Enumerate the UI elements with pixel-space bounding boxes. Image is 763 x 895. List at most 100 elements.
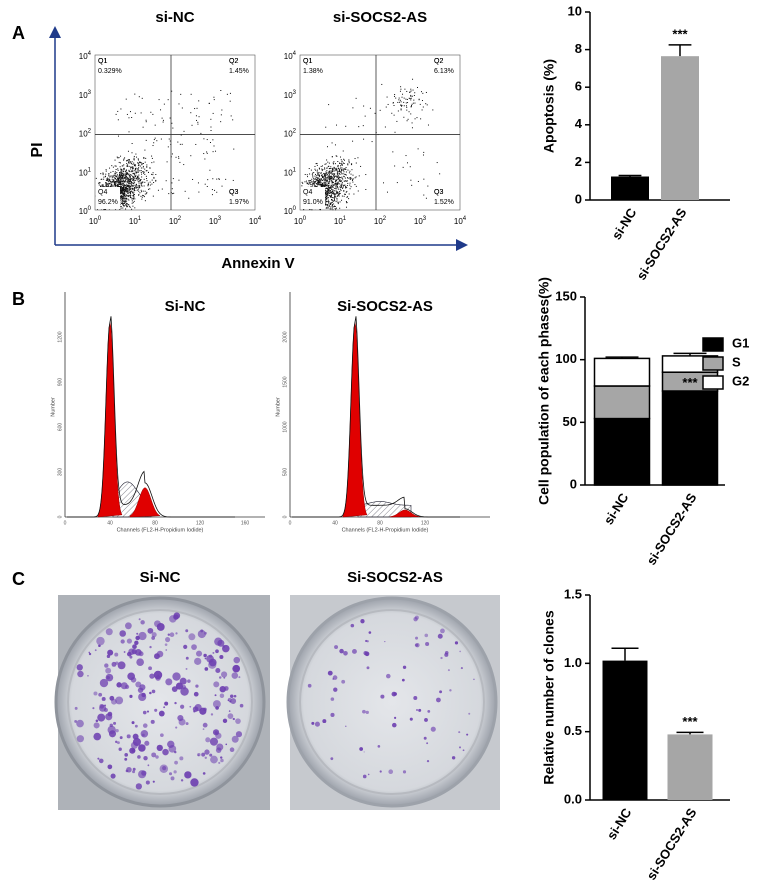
flow-dot bbox=[109, 183, 110, 184]
colony bbox=[209, 754, 212, 757]
colony bbox=[154, 709, 157, 712]
colony bbox=[205, 737, 210, 742]
flow-dot bbox=[311, 179, 312, 180]
flow-dot bbox=[168, 146, 169, 147]
flow-dot bbox=[325, 204, 326, 205]
flow-dot bbox=[100, 173, 101, 174]
flow-dot bbox=[350, 188, 351, 189]
flow-dot bbox=[146, 193, 147, 194]
hist-x-tick: 0 bbox=[64, 520, 67, 526]
flow-dot bbox=[326, 201, 327, 202]
flow-dot bbox=[407, 99, 408, 100]
flow-dot bbox=[340, 187, 341, 188]
flow-dot bbox=[340, 168, 341, 169]
flow-dot bbox=[347, 177, 348, 178]
flow-dot bbox=[337, 199, 338, 200]
quadrant-value: 91.0% bbox=[303, 199, 323, 206]
colony bbox=[386, 674, 391, 679]
flow-dot bbox=[310, 184, 311, 185]
colony bbox=[203, 723, 208, 728]
flow-dot bbox=[316, 163, 317, 164]
x-tick-label: si-SOCS2-AS bbox=[633, 205, 689, 282]
flow-dot bbox=[356, 176, 357, 177]
flow-dot bbox=[315, 178, 316, 179]
flow-dot bbox=[308, 184, 309, 185]
colony bbox=[87, 675, 89, 677]
colony bbox=[132, 644, 137, 649]
colony bbox=[127, 734, 131, 738]
flow-dot bbox=[214, 145, 215, 146]
flow-dot bbox=[125, 196, 126, 197]
flow-dot bbox=[126, 160, 127, 161]
flow-dot bbox=[122, 188, 123, 189]
colony bbox=[185, 629, 188, 632]
x-tick-label: 104 bbox=[454, 216, 467, 227]
flow-dot bbox=[394, 94, 395, 95]
flow-dot bbox=[423, 107, 424, 108]
flow-dot bbox=[345, 194, 346, 195]
flow-dot bbox=[325, 193, 326, 194]
flow-dot bbox=[116, 114, 117, 115]
colony bbox=[110, 724, 113, 727]
flow-dot bbox=[330, 208, 331, 209]
flow-dot bbox=[155, 125, 156, 126]
colony bbox=[448, 669, 450, 671]
colony bbox=[427, 760, 429, 762]
flow-dot bbox=[144, 150, 145, 151]
colony bbox=[133, 768, 136, 771]
flow-dot bbox=[343, 191, 344, 192]
flow-dot bbox=[156, 140, 157, 141]
colony bbox=[113, 722, 116, 725]
flow-dot bbox=[109, 168, 110, 169]
flow-dot bbox=[394, 96, 395, 97]
flow-dot bbox=[132, 189, 133, 190]
colony bbox=[203, 654, 206, 657]
flow-dot bbox=[336, 185, 337, 186]
flow-dot bbox=[126, 203, 127, 204]
flow-dot bbox=[131, 171, 132, 172]
flow-dot bbox=[115, 173, 116, 174]
flow-dot bbox=[411, 185, 412, 186]
flow-dot bbox=[412, 96, 413, 97]
colony bbox=[463, 749, 465, 751]
flow-dot bbox=[327, 192, 328, 193]
flow-dot bbox=[335, 183, 336, 184]
flow-dot bbox=[406, 102, 407, 103]
y-tick-label: 101 bbox=[284, 167, 297, 178]
flow-dot bbox=[103, 209, 104, 210]
flow-dot bbox=[363, 139, 364, 140]
flow-dot bbox=[138, 191, 139, 192]
flow-dot bbox=[129, 206, 130, 207]
flow-dot bbox=[406, 155, 407, 156]
colony bbox=[152, 690, 156, 694]
flow-dot bbox=[406, 91, 407, 92]
flow-dot bbox=[341, 173, 342, 174]
flow-dot bbox=[322, 169, 323, 170]
flow-dot bbox=[370, 108, 371, 109]
flow-dot bbox=[342, 182, 343, 183]
flow-dot bbox=[126, 173, 127, 174]
flow-dot bbox=[333, 175, 334, 176]
flow-dot bbox=[137, 190, 138, 191]
flow-dot bbox=[324, 185, 325, 186]
flow-dot bbox=[331, 181, 332, 182]
tick-exponent: 4 bbox=[463, 216, 467, 222]
flow-dot bbox=[133, 163, 134, 164]
flow-dot bbox=[327, 190, 328, 191]
flow-dot bbox=[131, 183, 132, 184]
flow-dot bbox=[347, 170, 348, 171]
flow-dot bbox=[381, 84, 382, 85]
flow-dot bbox=[332, 193, 333, 194]
colony bbox=[97, 758, 99, 760]
flow-dot bbox=[125, 187, 126, 188]
colony bbox=[99, 704, 104, 709]
flow-dot bbox=[318, 181, 319, 182]
flow-dot bbox=[330, 187, 331, 188]
flow-dot bbox=[413, 100, 414, 101]
flow-dot bbox=[121, 201, 122, 202]
flow-dot bbox=[128, 161, 129, 162]
flow-dot bbox=[141, 164, 142, 165]
colony bbox=[360, 619, 364, 623]
flow-dot bbox=[158, 190, 159, 191]
colony bbox=[384, 641, 385, 642]
